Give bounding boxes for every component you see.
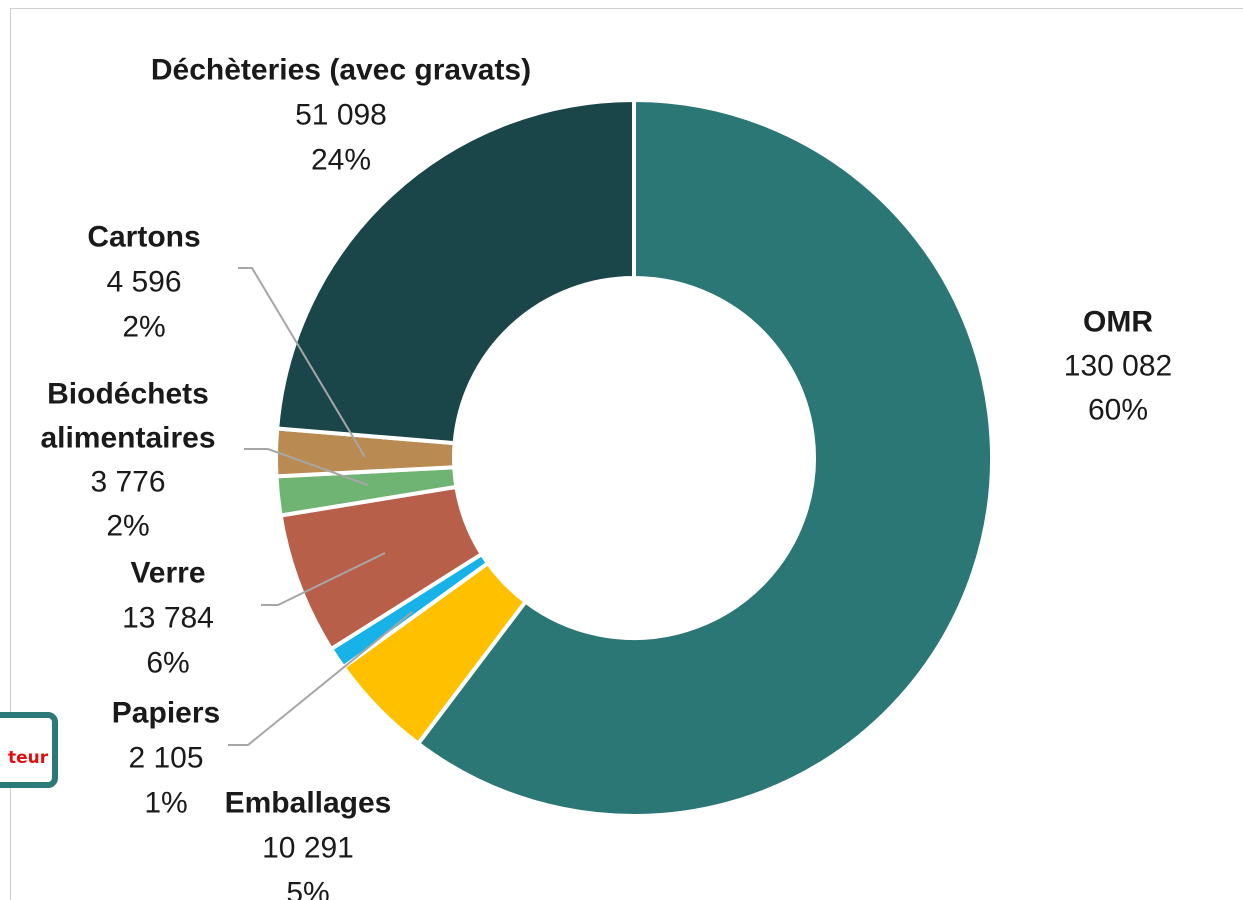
data-label-omr: OMR 130 082 60% — [1064, 306, 1172, 427]
leader-line-biodechets — [244, 448, 369, 486]
slice-name-papiers: Papiers — [112, 697, 220, 730]
slice-name-biodechets: alimentaires — [40, 422, 215, 455]
data-label-cartons: Cartons 4 596 2% — [87, 221, 200, 344]
leader-lines-layer — [228, 267, 413, 746]
slice-value-cartons: 4 596 — [106, 266, 181, 299]
data-labels-layer: OMR 130 082 60% Emballages 10 291 5% Papiers 2 … — [40, 54, 1172, 900]
leader-line-papiers — [228, 611, 413, 746]
slice-name-emballages: Emballages — [225, 787, 392, 820]
slice-percent-biodechets: 2% — [106, 510, 149, 543]
data-label-papiers: Papiers 2 105 1% — [112, 697, 220, 820]
chart-area — [10, 8, 1243, 900]
slice-percent-verre: 6% — [146, 647, 189, 680]
slice-percent-emballages: 5% — [286, 877, 329, 900]
overlay-button[interactable]: teur — [0, 712, 58, 788]
slice-name-biodechets: Biodéchets — [47, 378, 209, 411]
data-label-verre: Verre 13 784 6% — [122, 557, 214, 680]
slice-name-cartons: Cartons — [87, 221, 200, 254]
slice-value-emballages: 10 291 — [262, 832, 354, 865]
slice-percent-papiers: 1% — [144, 787, 187, 820]
data-label-biodechets: Biodéchets alimentaires 3 776 2% — [40, 378, 215, 543]
slice-decheteries — [275, 98, 636, 446]
slice-percent-cartons: 2% — [122, 311, 165, 344]
slice-value-papiers: 2 105 — [128, 742, 203, 775]
slice-value-omr: 130 082 — [1064, 350, 1172, 383]
leader-line-cartons — [238, 267, 366, 458]
data-label-emballages: Emballages 10 291 5% — [225, 787, 392, 900]
leader-line-verre — [261, 552, 386, 606]
data-label-decheteries: Déchèteries (avec gravats) 51 098 24% — [151, 54, 531, 177]
slice-percent-decheteries: 24% — [311, 144, 371, 177]
slice-name-omr: OMR — [1083, 306, 1153, 339]
slice-value-biodechets: 3 776 — [90, 466, 165, 499]
slices-layer — [274, 98, 994, 818]
slice-percent-omr: 60% — [1088, 394, 1148, 427]
slice-name-decheteries: Déchèteries (avec gravats) — [151, 54, 531, 87]
slice-value-decheteries: 51 098 — [295, 99, 387, 132]
slice-omr — [416, 98, 994, 818]
slice-value-verre: 13 784 — [122, 602, 214, 635]
slice-name-verre: Verre — [130, 557, 205, 590]
overlay-button-label: teur — [8, 748, 49, 768]
